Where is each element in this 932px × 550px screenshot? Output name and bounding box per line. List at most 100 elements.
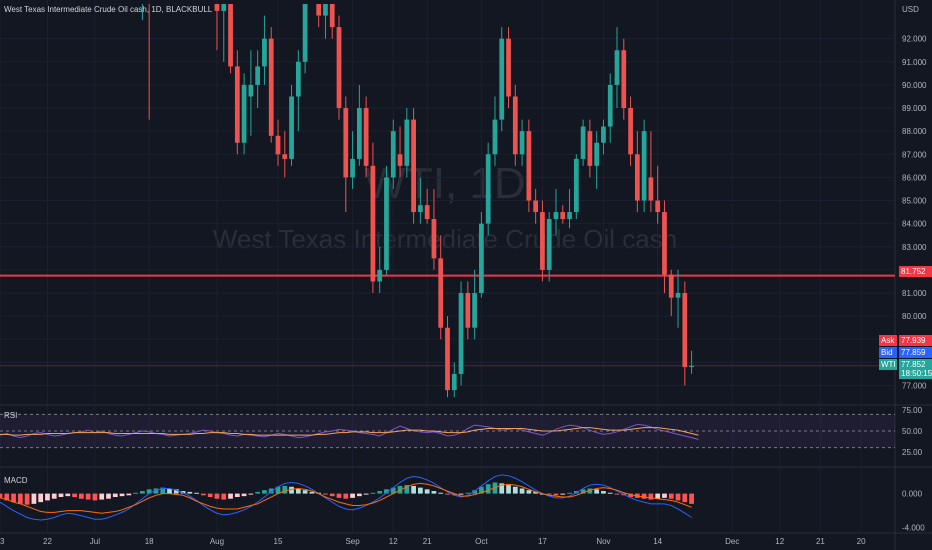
candle-body xyxy=(553,212,559,220)
rsi-ma-line xyxy=(0,427,699,436)
macd-histogram-bar xyxy=(51,493,57,499)
macd-histogram-bar xyxy=(207,493,213,498)
candle-body xyxy=(587,131,593,166)
macd-histogram-bar xyxy=(404,485,410,494)
macd-histogram-bar xyxy=(255,491,261,494)
macd-histogram-bar xyxy=(560,493,566,495)
macd-histogram-bar xyxy=(126,493,132,496)
candle-body xyxy=(451,373,457,391)
macd-histogram-bar xyxy=(234,493,240,498)
candle-body xyxy=(594,142,600,166)
candle-body xyxy=(621,50,627,109)
candle-body xyxy=(641,131,647,201)
price-pane[interactable] xyxy=(0,0,895,398)
candle-body xyxy=(262,38,267,67)
hline-price-text: 81.752 xyxy=(901,267,926,276)
macd-histogram-bar xyxy=(377,491,383,494)
macd-histogram-bar xyxy=(329,493,335,497)
countdown: 18:50:15 xyxy=(901,369,932,378)
macd-histogram-bar xyxy=(133,492,138,494)
macd-histogram-bar xyxy=(45,493,50,501)
candle-body xyxy=(648,177,654,201)
y-tick-label: 77.000 xyxy=(902,382,927,391)
macd-histogram-bar xyxy=(17,493,23,504)
candle-body xyxy=(682,293,688,368)
candle-body xyxy=(295,61,301,97)
bid-tag: Bid 77.859 xyxy=(879,347,932,358)
macd-histogram-bar xyxy=(146,489,152,494)
rsi-pane[interactable] xyxy=(0,413,895,449)
candle-body xyxy=(634,154,640,201)
candle-body xyxy=(234,66,240,143)
macd-histogram-bar xyxy=(167,488,172,494)
macd-histogram-bar xyxy=(370,492,376,494)
x-tick-label: 13 xyxy=(0,537,5,546)
macd-histogram-bar xyxy=(438,492,444,494)
candle-body xyxy=(689,365,694,368)
macd-histogram-bar xyxy=(533,491,539,494)
bid-price: 77.859 xyxy=(901,348,926,357)
y-tick-label: 92.000 xyxy=(902,35,927,44)
macd-histogram-bar xyxy=(465,492,471,494)
candle-body xyxy=(526,131,532,201)
candle-body xyxy=(573,158,579,213)
candle-body xyxy=(472,293,477,328)
candle-body xyxy=(607,84,613,127)
macd-histogram-bar xyxy=(65,493,71,497)
macd-histogram-bar xyxy=(350,493,355,498)
ask-tag: Ask 77.939 xyxy=(879,335,932,346)
macd-histogram-bar xyxy=(214,493,220,499)
macd-histogram-bar xyxy=(506,485,511,494)
candle-body xyxy=(377,269,383,282)
candle-body xyxy=(431,219,437,259)
ask-label: Ask xyxy=(881,336,895,345)
y-tick-label: 86.000 xyxy=(902,173,927,182)
candle-body xyxy=(363,108,369,166)
macd-pane[interactable] xyxy=(0,474,694,521)
hline-price-tag: 81.752 xyxy=(899,266,932,277)
x-tick-label: 21 xyxy=(816,537,825,546)
candle-body xyxy=(601,126,606,143)
macd-histogram-bar xyxy=(682,493,688,503)
y-tick-label: 91.000 xyxy=(902,58,927,67)
x-tick-label: Oct xyxy=(475,537,488,546)
candle-body xyxy=(506,38,511,97)
macd-histogram-bar xyxy=(689,493,694,504)
candle-body xyxy=(675,293,681,298)
last-price-tag: WTI 77.852 18:50:15 xyxy=(879,359,932,379)
macd-line xyxy=(0,474,692,521)
last-price: 77.852 xyxy=(901,360,926,369)
macd-histogram-bar xyxy=(323,493,328,495)
macd-histogram-bar xyxy=(58,493,64,498)
candle-body xyxy=(316,4,322,16)
macd-histogram-bar xyxy=(343,493,349,499)
macd-histogram-bar xyxy=(241,493,247,497)
y-tick-label: 81.000 xyxy=(902,289,927,298)
macd-histogram-bar xyxy=(485,484,491,494)
macd-histogram-bar xyxy=(248,493,254,495)
candle-body xyxy=(479,223,484,294)
candle-body xyxy=(512,96,518,155)
macd-histogram-bar xyxy=(99,493,105,500)
macd-histogram-bar xyxy=(268,488,274,494)
x-tick-label: Nov xyxy=(596,537,610,546)
x-tick-label: 12 xyxy=(775,537,784,546)
macd-histogram-bar xyxy=(194,492,200,494)
macd-histogram-bar xyxy=(675,493,681,501)
rsi-tick-label: 50.00 xyxy=(902,427,923,436)
macd-histogram-bar xyxy=(607,492,613,494)
macd-histogram-bar xyxy=(587,488,593,494)
macd-histogram-bar xyxy=(546,493,552,495)
macd-histogram-bar xyxy=(38,493,44,503)
candle-body xyxy=(343,108,349,178)
macd-histogram-bar xyxy=(601,491,606,494)
candle-body xyxy=(241,84,247,143)
candle-body xyxy=(302,4,308,62)
candle-body xyxy=(418,205,423,213)
macd-histogram-bar xyxy=(458,493,464,495)
y-tick-label: 83.000 xyxy=(902,243,927,252)
candle-body xyxy=(323,4,328,16)
macd-histogram-bar xyxy=(418,487,423,494)
